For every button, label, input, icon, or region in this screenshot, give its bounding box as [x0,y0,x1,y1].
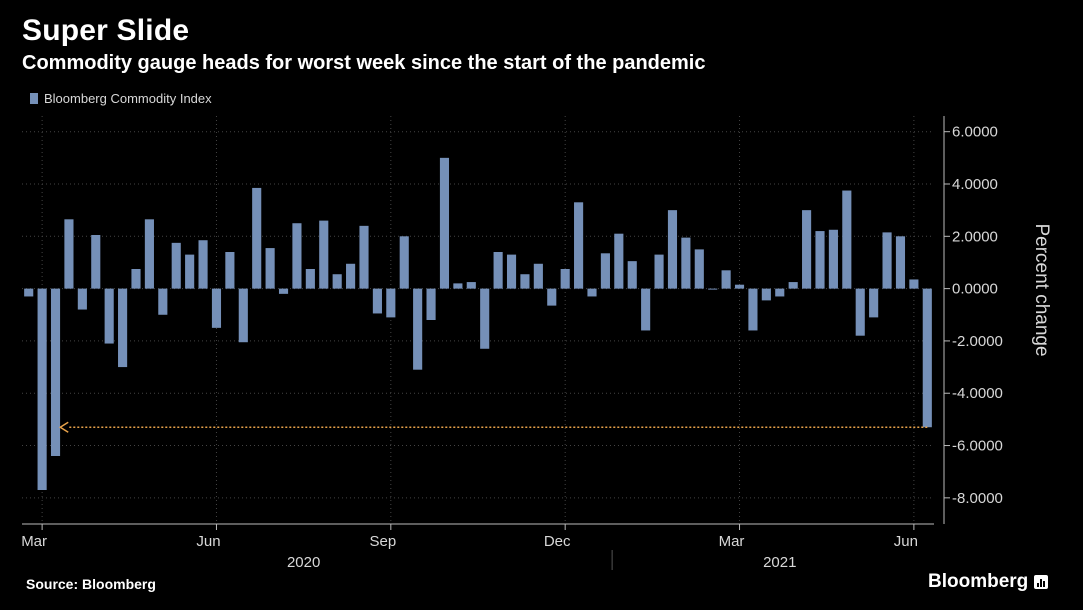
bar [144,219,154,289]
bar [748,288,758,331]
x-year-label: 2021 [763,554,796,571]
x-tick-label: Dec [544,533,571,550]
bar [346,263,356,289]
bar [426,288,436,320]
bar [547,288,557,306]
bar [641,288,651,331]
bar [574,202,584,289]
bar [211,288,222,328]
bar [453,283,463,289]
bar [278,288,289,294]
bar [265,248,275,289]
bar [305,269,315,289]
bar [708,288,718,290]
bar [533,263,543,289]
bar [332,274,342,289]
bar [842,190,852,289]
bar [185,254,195,289]
bar [77,288,87,310]
bar [734,284,745,289]
y-axis-title: Percent change [1031,223,1052,356]
bar-chart-icon [1034,575,1049,589]
bar [667,210,678,289]
bar [694,249,704,289]
annotation-arrowhead [58,421,69,433]
bar [158,288,168,315]
x-year-label: 2020 [287,554,320,571]
bar [64,219,74,289]
bar [855,288,865,336]
bar [372,288,382,314]
y-tick-label: 4.0000 [952,176,998,193]
bar [895,236,906,289]
legend: Bloomberg Commodity Index [30,91,212,106]
x-tick-label: Jun [196,533,220,550]
bar [131,269,141,289]
bar [386,288,396,318]
x-tick-label: Sep [369,533,396,550]
bar [815,231,825,289]
bar [225,252,235,289]
legend-swatch [30,93,38,104]
bar [560,269,570,289]
bar [198,240,208,289]
bar [480,288,490,349]
brand-name: Bloomberg [928,571,1029,592]
bar [91,235,101,289]
bar [319,220,329,289]
bar [359,225,369,289]
bar [788,282,798,289]
bar [802,210,812,289]
y-tick-label: -2.0000 [952,333,1003,350]
bar [252,187,262,289]
bar [775,288,785,297]
bar [520,274,530,289]
bar [413,288,423,370]
chart-subtitle: Commodity gauge heads for worst week sin… [22,52,706,74]
bar [24,288,34,297]
bar [439,157,450,289]
bar [466,282,476,289]
x-tick-label: Mar [719,533,745,550]
bar [600,253,610,289]
bar [761,288,771,301]
bar [506,254,517,289]
bar [118,288,128,368]
bar [627,261,637,289]
y-tick-label: 2.0000 [952,228,998,245]
bar [171,242,181,289]
bar [104,288,114,344]
bar [37,288,47,490]
bar [654,254,664,289]
bar [909,279,919,289]
bar [614,233,624,289]
y-tick-label: -6.0000 [952,438,1003,455]
x-tick-label: Mar [21,533,47,550]
bar [828,229,838,289]
bar [238,288,248,343]
bar [587,288,597,297]
bar [292,223,302,289]
y-tick-label: 6.0000 [952,124,998,141]
legend-label: Bloomberg Commodity Index [44,91,212,106]
bar [882,232,892,289]
brand-logo: Bloomberg [928,571,1049,593]
bar [721,270,731,289]
bar [50,288,61,456]
source-note: Source: Bloomberg [26,576,156,592]
y-tick-label: 0.0000 [952,281,998,298]
bar [922,288,932,428]
x-tick-label: Jun [894,533,918,550]
y-tick-label: -4.0000 [952,385,1003,402]
bar [869,288,879,318]
bar [493,252,503,289]
y-tick-label: -8.0000 [952,490,1003,507]
chart-title: Super Slide [22,14,190,47]
bar [399,236,409,289]
bar [681,237,691,289]
